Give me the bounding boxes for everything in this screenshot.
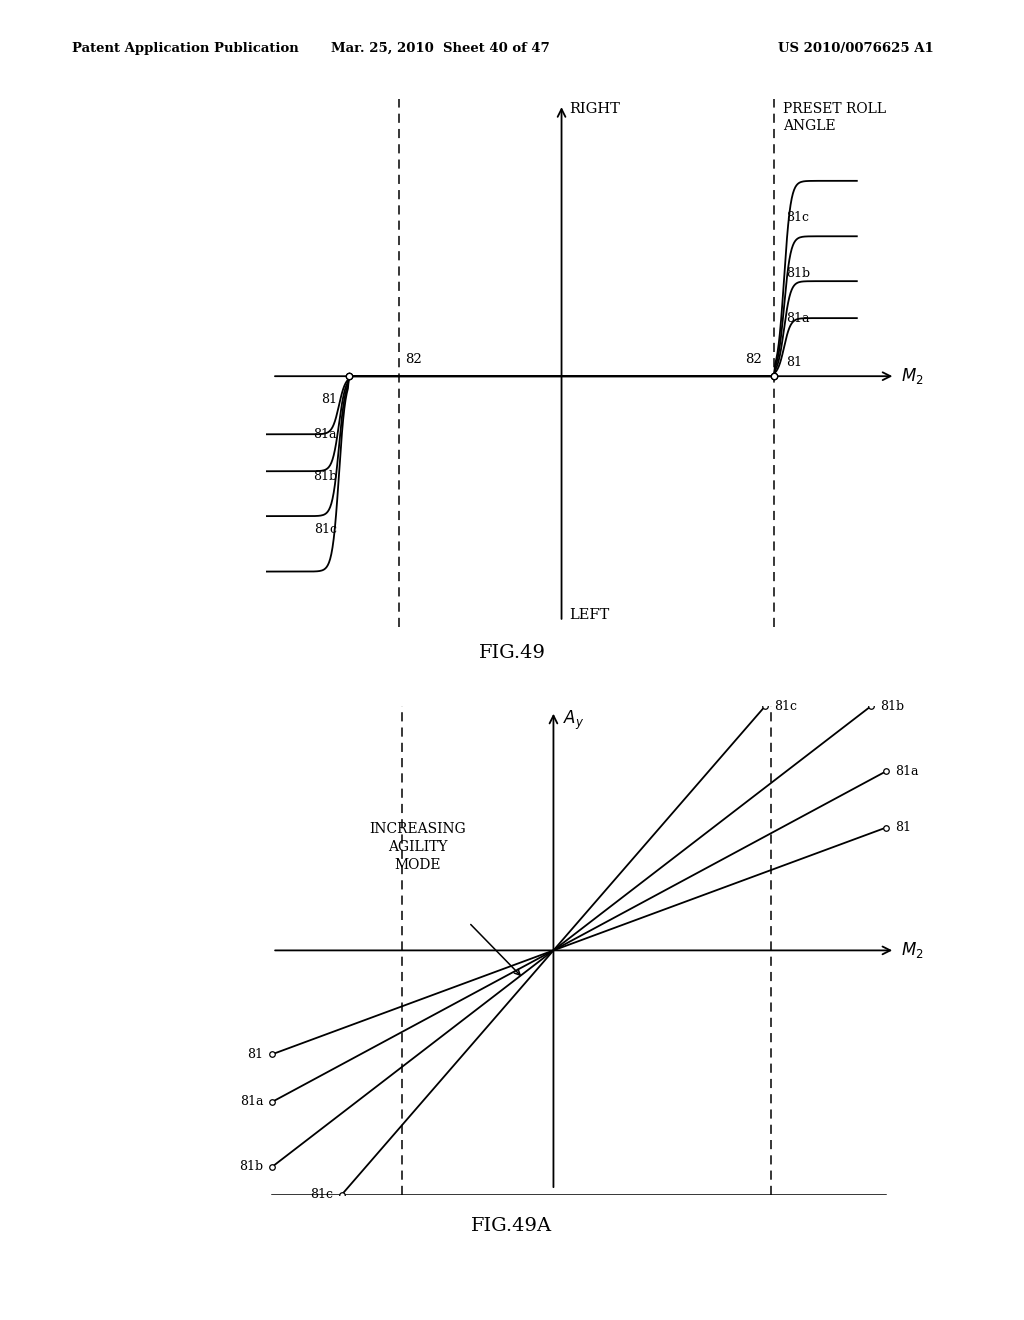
- Text: 81b: 81b: [313, 470, 337, 483]
- Text: 81b: 81b: [786, 267, 810, 280]
- Text: Mar. 25, 2010  Sheet 40 of 47: Mar. 25, 2010 Sheet 40 of 47: [331, 42, 550, 55]
- Text: 81b: 81b: [239, 1160, 263, 1173]
- Text: $M_2$: $M_2$: [901, 366, 924, 387]
- Text: $A_y$: $A_y$: [562, 709, 584, 731]
- Text: 81c: 81c: [314, 523, 337, 536]
- Text: 81a: 81a: [786, 312, 809, 325]
- Text: $M_2$: $M_2$: [901, 940, 924, 961]
- Text: 81: 81: [895, 821, 911, 834]
- Text: 81c: 81c: [309, 1188, 333, 1201]
- Text: 81c: 81c: [774, 700, 797, 713]
- Text: 81a: 81a: [313, 428, 337, 441]
- Text: LEFT: LEFT: [569, 607, 609, 622]
- Text: FIG.49A: FIG.49A: [471, 1217, 553, 1236]
- Text: 81a: 81a: [895, 764, 919, 777]
- Text: RIGHT: RIGHT: [569, 102, 620, 116]
- Text: US 2010/0076625 A1: US 2010/0076625 A1: [778, 42, 934, 55]
- Text: 81a: 81a: [240, 1096, 263, 1109]
- Text: 81c: 81c: [786, 211, 809, 224]
- Text: FIG.49: FIG.49: [478, 644, 546, 663]
- Text: INCREASING
AGILITY
MODE: INCREASING AGILITY MODE: [369, 822, 466, 873]
- Text: 81: 81: [786, 356, 802, 370]
- Text: 82: 82: [745, 352, 762, 366]
- Text: 81: 81: [247, 1048, 263, 1061]
- Text: PRESET ROLL
ANGLE: PRESET ROLL ANGLE: [783, 102, 886, 133]
- Text: 81: 81: [322, 393, 337, 407]
- Text: 82: 82: [406, 352, 422, 366]
- Text: 81b: 81b: [880, 700, 904, 713]
- Text: Patent Application Publication: Patent Application Publication: [72, 42, 298, 55]
